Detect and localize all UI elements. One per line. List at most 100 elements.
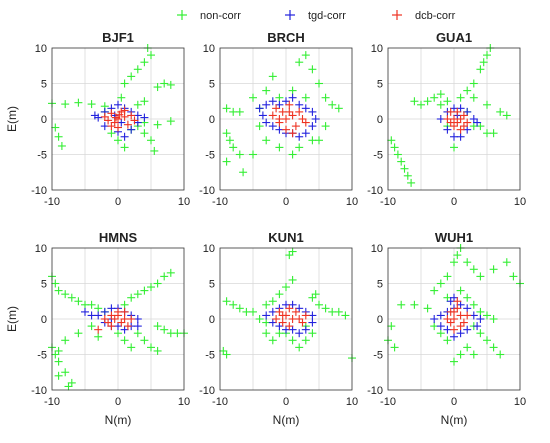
data-point [94, 332, 103, 341]
data-point [54, 286, 63, 295]
data-point [308, 107, 317, 116]
data-point [255, 104, 264, 113]
data-point [74, 329, 83, 338]
x-tick-label: -10 [380, 196, 396, 208]
data-point [450, 122, 458, 131]
data-point [262, 118, 271, 127]
legend-item-dcb-corr: dcb-corr [392, 10, 456, 22]
data-point [423, 304, 432, 313]
y-tick-label: 5 [377, 79, 383, 91]
data-point [483, 336, 491, 345]
data-point [94, 113, 103, 122]
y-tick-label: 0 [377, 114, 383, 126]
y-tick-label: 5 [41, 279, 47, 291]
data-point [443, 125, 452, 134]
data-point [153, 120, 162, 129]
data-point [127, 111, 136, 120]
data-point [295, 100, 304, 109]
data-point [51, 350, 60, 359]
data-point [430, 286, 439, 295]
x-tick-label: 0 [115, 196, 121, 208]
data-point [450, 132, 458, 141]
data-point [268, 72, 277, 81]
data-point [235, 304, 244, 313]
data-point [268, 97, 277, 106]
data-point [120, 132, 129, 141]
data-point [301, 104, 310, 113]
data-point [275, 143, 284, 152]
data-point [476, 307, 485, 316]
data-point [100, 315, 109, 323]
data-point [430, 93, 439, 102]
data-point [436, 329, 445, 338]
data-point [282, 97, 290, 106]
data-point [262, 100, 271, 109]
data-point [469, 115, 478, 123]
data-point [160, 79, 169, 88]
data-point [140, 97, 149, 106]
data-point [403, 171, 412, 180]
data-point [469, 79, 478, 88]
data-point [255, 315, 264, 323]
data-point [450, 143, 458, 152]
data-point [127, 315, 136, 323]
y-tick-label: 0 [41, 314, 47, 326]
y-tick-label: -10 [31, 385, 47, 397]
data-point [295, 315, 304, 323]
data-point [469, 300, 478, 309]
data-point [321, 304, 330, 313]
data-point [291, 307, 300, 316]
y-tick-label: 5 [41, 79, 47, 91]
legend: non-corr tgd-corr dcb-corr [177, 10, 456, 22]
y-tick-label: -10 [199, 385, 215, 397]
data-point [225, 136, 234, 145]
data-point [483, 311, 491, 320]
data-point [321, 122, 330, 131]
data-point [469, 350, 478, 359]
data-point [446, 318, 455, 327]
series-tgd-corr [262, 300, 317, 338]
data-point [87, 300, 96, 309]
data-point [423, 97, 432, 106]
data-point [288, 300, 297, 309]
data-point [249, 150, 257, 159]
data-point [285, 107, 294, 116]
data-point [235, 107, 244, 116]
data-point [453, 297, 462, 306]
data-point [222, 104, 231, 113]
data-point [469, 122, 478, 131]
data-point [160, 325, 169, 334]
data-point [443, 272, 452, 281]
data-point [393, 150, 402, 159]
data-point [334, 104, 343, 113]
data-point [436, 100, 445, 109]
data-point [127, 343, 136, 352]
data-point [450, 258, 458, 267]
data-point [94, 311, 103, 320]
data-point [298, 115, 307, 123]
data-point [476, 315, 485, 323]
data-point [262, 136, 271, 145]
data-point [321, 93, 330, 102]
x-tick-label: 10 [514, 396, 526, 408]
data-point [410, 97, 419, 106]
data-point [120, 143, 129, 152]
data-point [459, 111, 468, 120]
data-point [285, 322, 294, 331]
x-tick-label: 0 [283, 196, 289, 208]
data-point [496, 107, 505, 116]
data-point [120, 307, 129, 316]
data-point [133, 322, 142, 331]
data-point [74, 297, 83, 306]
y-tick-label: 5 [377, 279, 383, 291]
data-point [473, 322, 482, 331]
x-tick-label: -10 [44, 396, 60, 408]
axes-frame [387, 247, 521, 391]
data-point [450, 293, 458, 302]
data-point [117, 93, 126, 102]
data-point [288, 93, 297, 102]
data-point [120, 325, 129, 334]
data-point [107, 322, 116, 331]
y-tick-label: -5 [373, 350, 383, 362]
y-tick-label: -5 [205, 150, 215, 162]
